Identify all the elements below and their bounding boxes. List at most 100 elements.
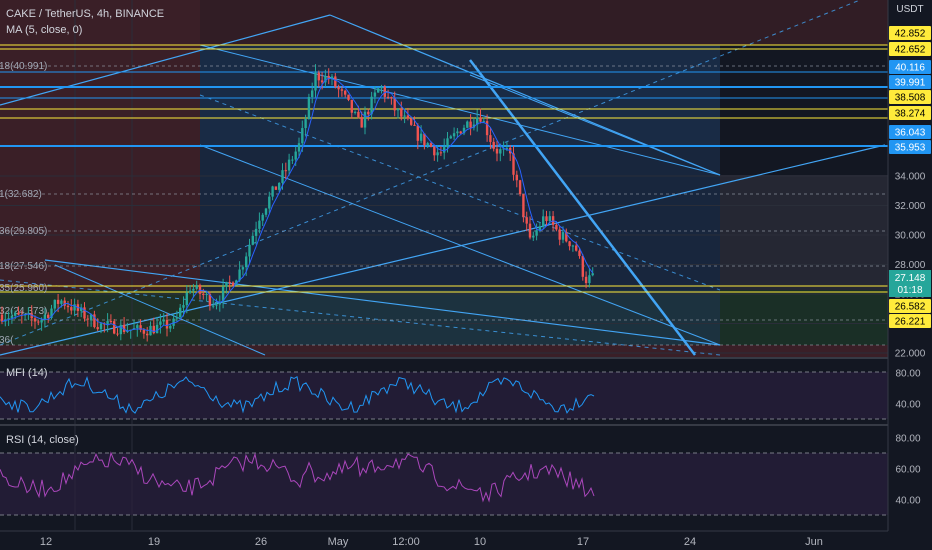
candle-body — [377, 88, 380, 93]
candle-body — [419, 133, 423, 141]
price-tag-label: 40.116 — [895, 63, 925, 74]
candle-body — [558, 229, 561, 240]
candle — [284, 162, 287, 180]
candle — [304, 114, 307, 137]
candle-body — [122, 324, 126, 333]
candle-body — [344, 90, 347, 95]
candle-body — [317, 72, 320, 81]
candle-body — [347, 94, 350, 100]
candle-body — [413, 124, 416, 126]
candle-body — [373, 92, 377, 97]
candle-body — [231, 282, 235, 286]
mfi-tick-label: 80.00 — [895, 369, 920, 380]
candle-body — [327, 75, 330, 80]
price-tag-label: 26.582 — [895, 302, 926, 313]
candle-body — [169, 325, 172, 329]
candle-body — [14, 312, 17, 316]
candle-body — [320, 80, 324, 83]
candle — [443, 138, 446, 160]
candle-body — [47, 314, 50, 318]
candle-body — [403, 115, 406, 117]
candle-body — [393, 98, 396, 111]
candle — [83, 302, 86, 322]
candle-body — [462, 127, 466, 134]
candle — [522, 193, 525, 223]
candle — [96, 318, 99, 332]
candle — [542, 209, 545, 230]
candle — [89, 313, 93, 327]
candle — [485, 114, 489, 142]
candle — [301, 120, 304, 152]
candle — [37, 320, 40, 326]
price-tag — [889, 299, 931, 313]
candle — [231, 281, 235, 287]
candle-body — [83, 307, 86, 319]
candle — [162, 313, 165, 326]
zone-shade — [200, 45, 720, 145]
candle — [122, 317, 126, 335]
candle — [495, 140, 499, 162]
candle-body — [162, 319, 165, 322]
candle-body — [93, 314, 96, 328]
candle-body — [499, 149, 502, 154]
candle-body — [518, 180, 522, 195]
candle — [525, 211, 528, 232]
candle-body — [561, 232, 565, 240]
candle-body — [446, 138, 449, 148]
zone-shade — [200, 0, 888, 45]
candle-body — [30, 313, 33, 319]
candle — [472, 117, 476, 131]
candle-body — [182, 305, 185, 308]
mfi-line — [0, 375, 595, 414]
candle-body — [301, 128, 304, 144]
candle — [393, 91, 396, 117]
candle — [489, 127, 492, 150]
candle-body — [532, 235, 535, 238]
candle-body — [291, 159, 294, 161]
candle — [327, 68, 330, 85]
candle — [377, 87, 380, 93]
candle-body — [439, 152, 443, 154]
candle-body — [466, 121, 469, 128]
trend-line — [469, 74, 721, 176]
currency-label[interactable]: USDT — [896, 4, 924, 15]
last-price-tag — [889, 270, 931, 297]
candle-body — [456, 131, 459, 134]
candle-body — [584, 276, 588, 284]
candle-body — [575, 245, 578, 251]
candle-body — [492, 141, 495, 149]
candle — [380, 84, 383, 94]
candle-body — [429, 143, 433, 147]
candle — [287, 153, 291, 176]
candle — [426, 141, 429, 149]
candle — [70, 299, 73, 315]
candle-body — [476, 117, 479, 125]
candle — [307, 93, 311, 120]
candle — [268, 191, 271, 213]
candle-body — [410, 118, 413, 125]
candle-body — [136, 325, 139, 329]
candle-body — [66, 305, 70, 308]
candle-body — [469, 121, 472, 128]
candle — [179, 303, 182, 319]
candle-body — [449, 136, 452, 139]
candle-body — [416, 125, 419, 141]
candle — [320, 72, 324, 90]
candle — [386, 89, 390, 100]
candle-body — [192, 288, 195, 291]
candle-body — [370, 96, 373, 115]
candle — [139, 319, 142, 333]
candle — [466, 120, 469, 129]
candle-body — [433, 146, 436, 156]
candle — [515, 170, 518, 188]
candle — [212, 299, 215, 309]
candle-body — [452, 133, 456, 137]
rsi-tick-label: 40.00 — [895, 496, 920, 507]
candle — [449, 134, 452, 139]
candle-body — [37, 321, 40, 323]
candle — [53, 299, 56, 312]
candle-body — [284, 170, 287, 172]
candle-body — [53, 299, 56, 309]
candle — [10, 309, 14, 324]
